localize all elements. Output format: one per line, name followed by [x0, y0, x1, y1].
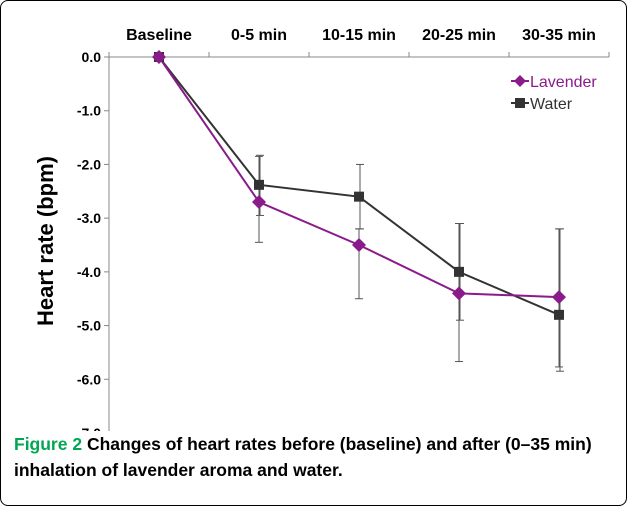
x-tick-label: 20-25 min	[422, 27, 496, 44]
y-axis-label: Heart rate (bpm)	[33, 156, 58, 326]
y-tick-label: -2.0	[77, 156, 101, 172]
x-tick-label: Baseline	[126, 27, 192, 44]
point-water	[254, 179, 264, 190]
y-tick-label: -4.0	[77, 264, 101, 280]
x-tick-label: 30-35 min	[522, 27, 596, 44]
line-chart: 0.0 -1.0 -2.0 -3.0 -4.0 -5.0 -6.0 -7.0 Baseline…	[33, 27, 610, 431]
x-tick-labels: Baseline 0-5 min 10-15 min 20-25 min 30-35 m…	[126, 27, 596, 44]
point-lavender	[452, 286, 466, 301]
series-markers	[152, 50, 566, 320]
axes	[104, 52, 610, 431]
point-lavender	[352, 238, 366, 252]
figure-caption: Figure 2 Changes of heart rates before (…	[14, 431, 614, 483]
y-tick-label: -5.0	[77, 318, 101, 334]
legend-label-water: Water	[530, 96, 573, 113]
y-tick-labels: 0.0 -1.0 -2.0 -3.0 -4.0 -5.0 -6.0 -7.0	[77, 49, 101, 431]
legend-marker	[515, 98, 525, 108]
x-tick-label: 0-5 min	[231, 27, 287, 44]
figure-label: Figure 2	[14, 434, 83, 454]
error-bars	[255, 154, 564, 372]
y-tick-label: -1.0	[77, 103, 101, 119]
point-lavender	[552, 290, 566, 305]
legend: Lavender Water	[511, 74, 597, 113]
y-tick-label: 0.0	[82, 49, 102, 65]
point-water	[454, 266, 464, 277]
caption-text: Changes of heart rates before (baseline)…	[14, 434, 592, 480]
point-lavender	[252, 195, 266, 210]
y-tick-label: -7.0	[77, 425, 101, 431]
point-water	[554, 309, 564, 320]
y-tick-label: -3.0	[77, 210, 101, 226]
point-lavender	[152, 50, 166, 64]
legend-label-lavender: Lavender	[530, 74, 597, 91]
legend-marker	[514, 75, 526, 87]
x-tick-label: 10-15 min	[322, 27, 396, 44]
point-water	[354, 191, 364, 202]
y-tick-label: -6.0	[77, 371, 101, 387]
